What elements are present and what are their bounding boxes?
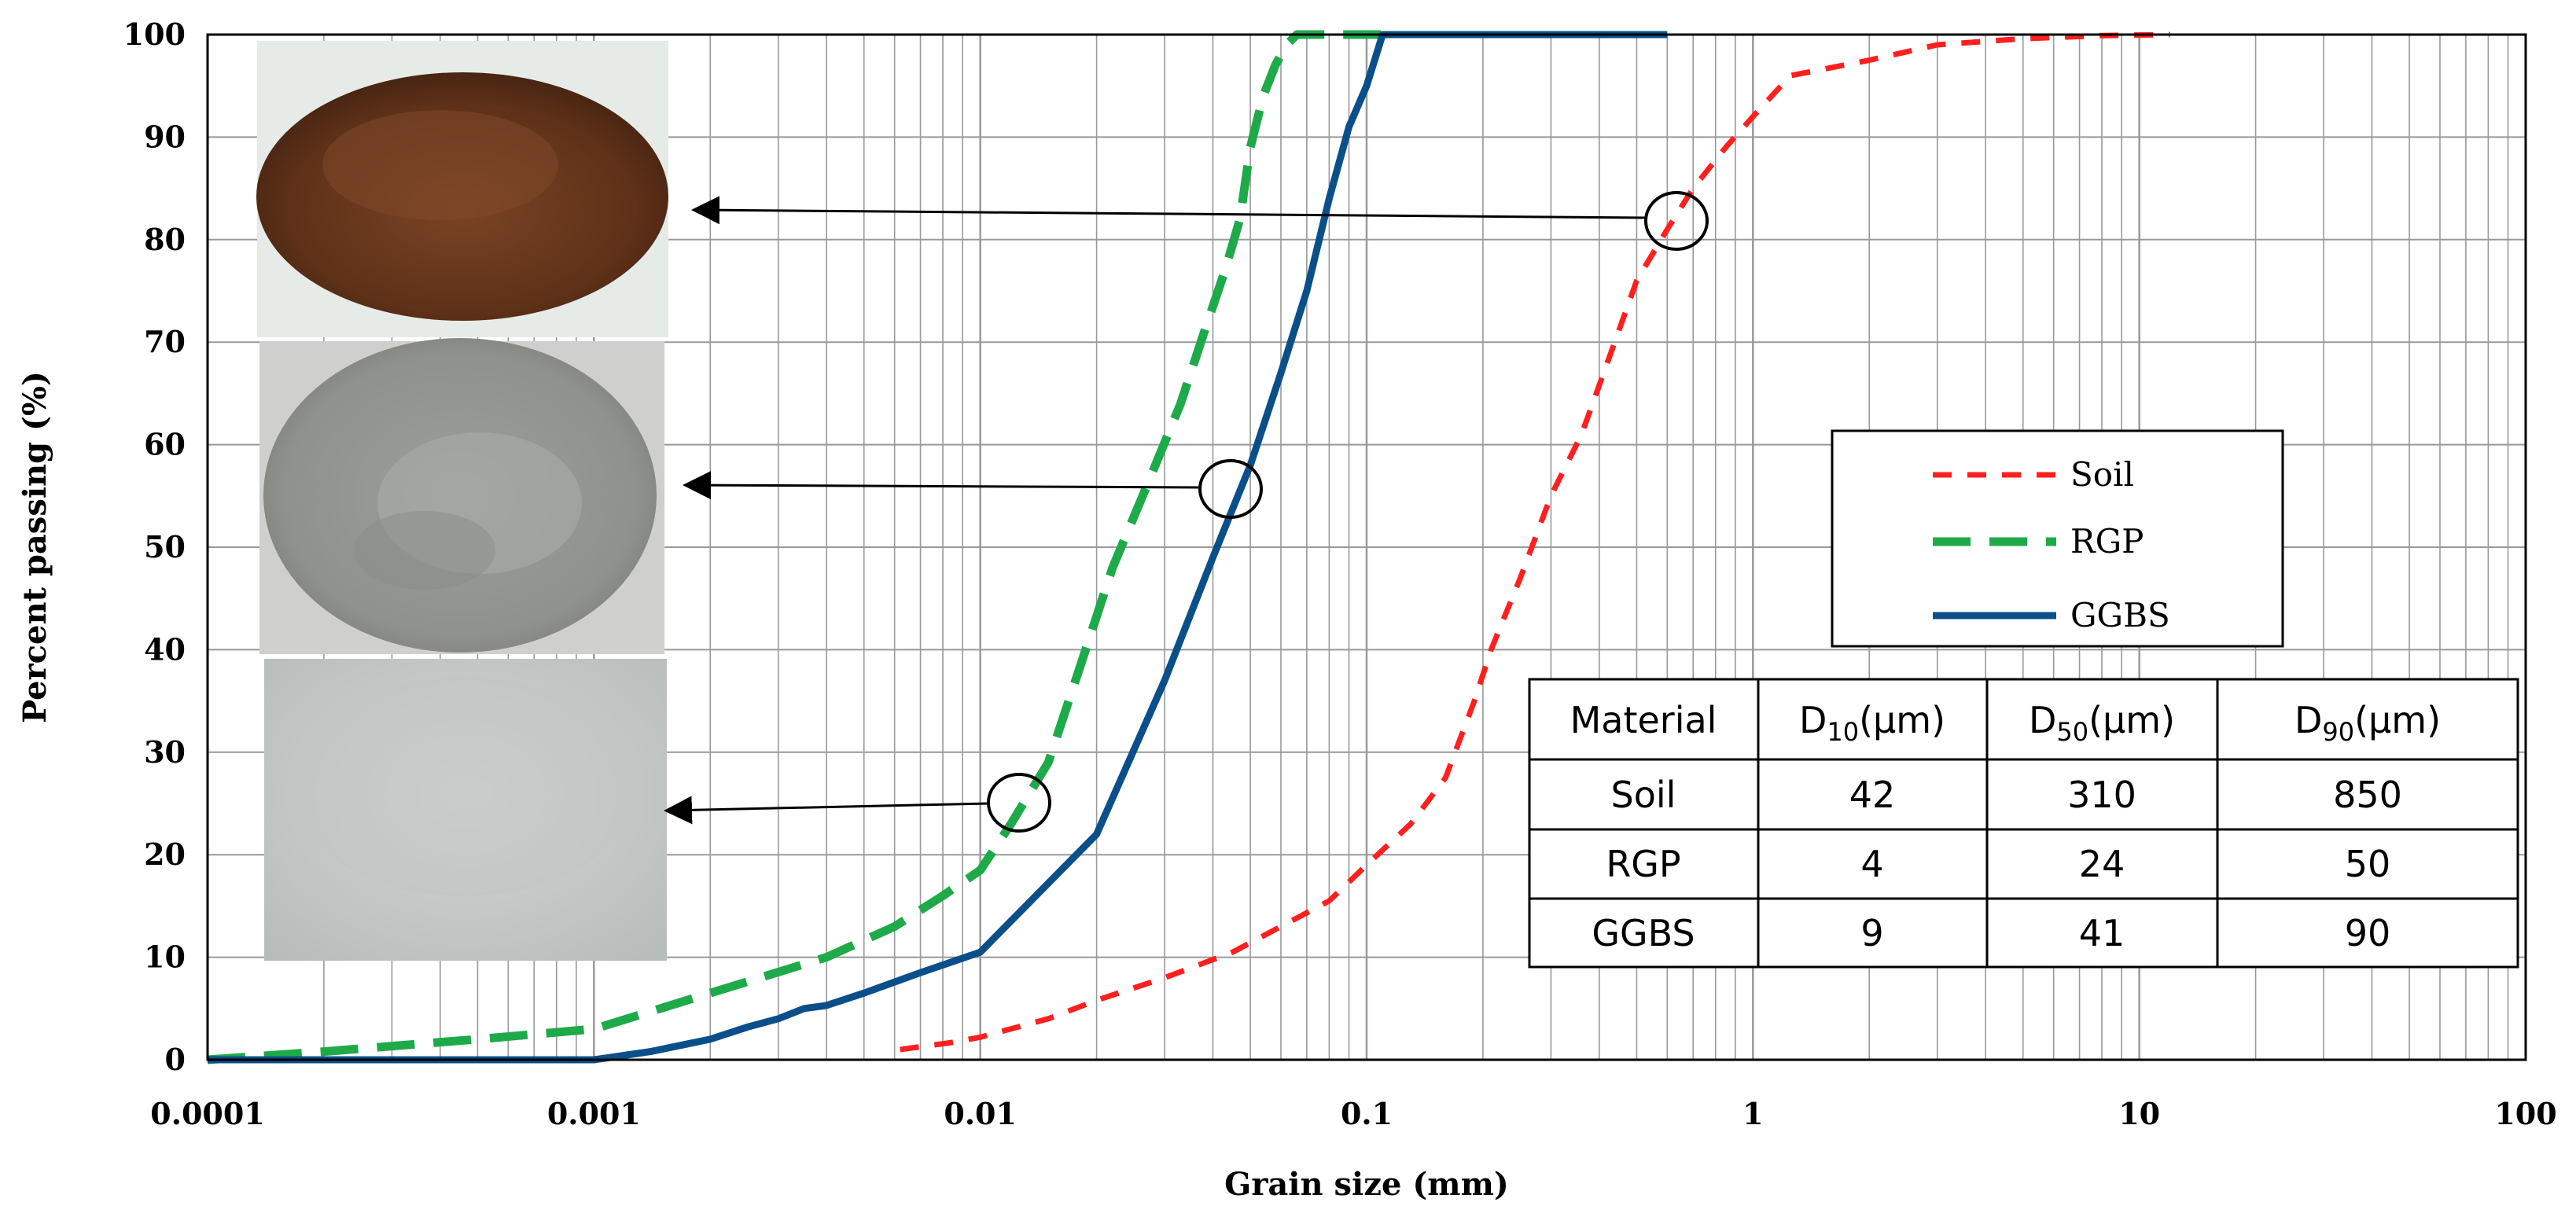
table-header-material: Material — [1570, 699, 1717, 741]
legend-label-rgp: RGP — [2070, 522, 2144, 561]
table-cell: 42 — [1849, 774, 1896, 816]
photo-soil — [256, 41, 668, 337]
x-tick-label: 10 — [2118, 1096, 2160, 1131]
y-tick-label: 70 — [144, 324, 186, 359]
legend-label-ggbs: GGBS — [2070, 596, 2170, 634]
table-cell: 41 — [2079, 912, 2125, 954]
table-cell: GGBS — [1592, 912, 1695, 954]
legend-label-soil: Soil — [2070, 455, 2134, 494]
table-cell: 90 — [2345, 912, 2391, 954]
y-tick-label: 60 — [144, 427, 186, 462]
table-header-d90: D90(μm) — [2294, 699, 2441, 747]
x-tick-label: 1 — [1742, 1096, 1763, 1131]
ggbs-callout-arrow — [687, 485, 1200, 487]
table-cell: 24 — [2079, 843, 2125, 885]
grain-size-table: Material D10(μm) D50(μm) D90(μm) Soil 42… — [1529, 679, 2518, 967]
legend: Soil RGP GGBS — [1832, 431, 2283, 646]
table-cell: 9 — [1860, 912, 1883, 954]
y-tick-label: 80 — [144, 222, 186, 257]
y-tick-label: 90 — [144, 119, 186, 154]
table-cell: 310 — [2067, 774, 2136, 816]
photo-ggbs — [259, 338, 664, 654]
x-tick-label: 0.01 — [944, 1096, 1017, 1131]
rgp-callout-arrow — [668, 803, 988, 811]
table-cell: 50 — [2345, 843, 2391, 885]
x-tick-label: 100 — [2494, 1096, 2556, 1131]
y-tick-label: 50 — [144, 529, 186, 564]
legend-box — [1832, 431, 2283, 646]
x-axis-title: Grain size (mm) — [1224, 1166, 1509, 1203]
table-header-d10: D10(μm) — [1799, 699, 1945, 747]
table-cell: 850 — [2333, 774, 2402, 816]
y-tick-label: 40 — [144, 631, 186, 667]
y-tick-label: 30 — [144, 734, 186, 770]
y-tick-label: 100 — [123, 17, 186, 52]
x-tick-label: 0.001 — [547, 1096, 641, 1131]
table-cell: 4 — [1860, 843, 1883, 885]
photo-rgp — [264, 659, 667, 961]
soil-callout-arrow — [696, 210, 1646, 218]
chart: 0.0001 0.001 0.01 0.1 1 10 100 0 10 20 30 40 50 60 70 8… — [0, 0, 2576, 1217]
y-axis-title: Percent passing (%) — [17, 371, 53, 723]
y-tick-label: 0 — [165, 1042, 186, 1077]
table-header-d50: D50(μm) — [2029, 699, 2175, 747]
table-cell: RGP — [1606, 843, 1680, 885]
x-tick-label: 0.0001 — [150, 1096, 264, 1131]
x-tick-label: 0.1 — [1341, 1096, 1393, 1131]
table-cell: Soil — [1611, 774, 1676, 816]
soil-callout-circle — [1646, 193, 1707, 249]
y-tick-label: 20 — [144, 836, 186, 872]
y-tick-label: 10 — [144, 939, 186, 975]
